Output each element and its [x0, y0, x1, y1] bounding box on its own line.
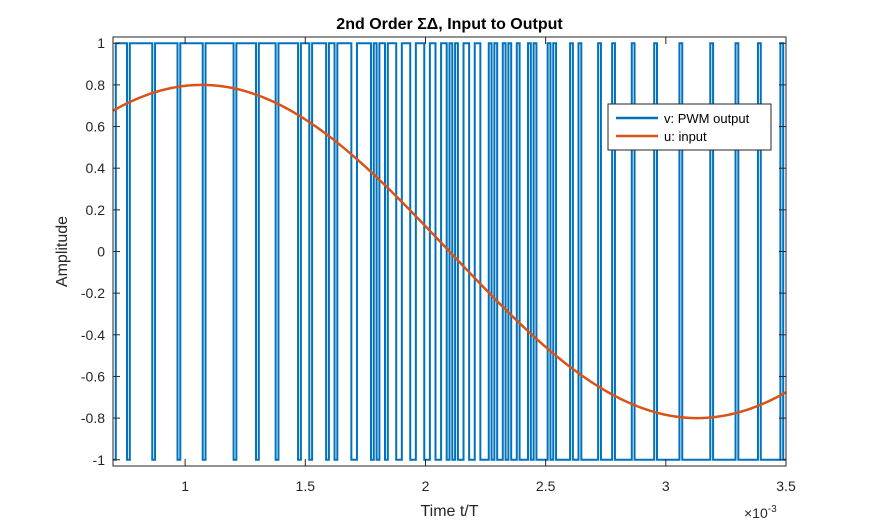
legend-label-input: u: input: [664, 129, 707, 144]
pwm-output-line: [113, 42, 786, 461]
x-axis: 1 1.5 2 2.5 3 3.5: [181, 37, 796, 494]
x-multiplier-base: ×10: [744, 505, 768, 521]
x-tick-label: 1.5: [296, 478, 316, 494]
x-axis-label: Time t/T: [420, 503, 478, 520]
series-pwm-output: [113, 42, 786, 461]
x-tick-label: 2.5: [536, 478, 556, 494]
x-axis-multiplier: ×10-3: [744, 504, 777, 521]
x-tick-label: 1: [181, 478, 189, 494]
y-tick-label: 0.2: [86, 202, 106, 218]
x-multiplier-exponent: -3: [768, 504, 777, 515]
x-tick-label: 2: [422, 478, 430, 494]
x-tick-label: 3.5: [776, 478, 796, 494]
y-tick-label: 0.4: [86, 160, 106, 176]
series-input: [112, 83, 787, 420]
y-tick-label: -1: [93, 452, 106, 468]
x-tick-label: 3: [662, 478, 670, 494]
y-tick-label: 0: [97, 244, 105, 260]
chart-title: 2nd Order ΣΔ, Input to Output: [336, 16, 563, 33]
input-line: [112, 83, 787, 420]
y-axis: 1 0.8 0.6 0.4 0.2 0 -0.2 -0.4 -0.6 -0.8 -1: [81, 35, 786, 468]
y-tick-label: -0.8: [81, 410, 105, 426]
legend: v: PWM output u: input: [607, 103, 772, 151]
y-tick-label: -0.4: [81, 327, 105, 343]
y-tick-label: -0.6: [81, 368, 105, 384]
y-axis-label: Amplitude: [54, 216, 71, 287]
legend-label-pwm-output: v: PWM output: [664, 111, 750, 126]
y-tick-label: 0.8: [86, 77, 106, 93]
y-tick-label: 0.6: [86, 119, 106, 135]
y-tick-label: -0.2: [81, 285, 105, 301]
y-tick-label: 1: [97, 35, 105, 51]
legend-box: [607, 103, 772, 151]
